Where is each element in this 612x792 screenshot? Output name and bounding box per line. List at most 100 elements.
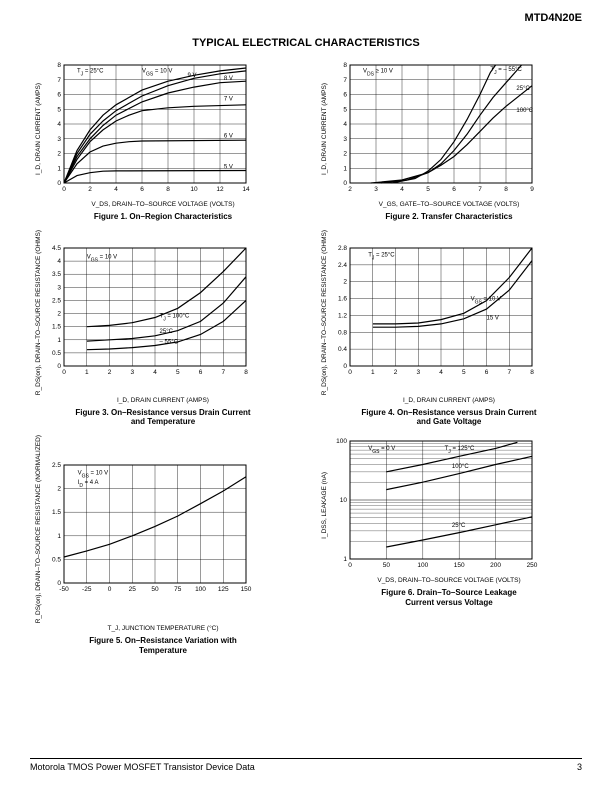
- svg-text:2: 2: [348, 186, 352, 193]
- svg-text:7: 7: [343, 77, 347, 84]
- svg-text:150: 150: [453, 562, 464, 569]
- svg-text:VGS = 10 V: VGS = 10 V: [86, 255, 116, 264]
- svg-text:0.8: 0.8: [337, 329, 346, 336]
- svg-text:3: 3: [57, 136, 61, 143]
- y-axis-label: I_D, DRAIN CURRENT (AMPS): [35, 83, 42, 175]
- chart-svg: 01234567800.511.522.533.544.5VGS = 10 VT…: [42, 242, 252, 382]
- svg-text:100: 100: [195, 586, 206, 593]
- svg-text:VDS ≥ 10 V: VDS ≥ 10 V: [363, 68, 393, 77]
- figure-caption: Figure 1. On–Region Characteristics: [94, 212, 232, 222]
- svg-text:4: 4: [57, 258, 61, 265]
- svg-text:0: 0: [348, 369, 352, 376]
- svg-text:25°C: 25°C: [516, 86, 530, 92]
- svg-text:15 V: 15 V: [486, 316, 498, 322]
- svg-text:75: 75: [174, 586, 182, 593]
- svg-text:3: 3: [374, 186, 378, 193]
- svg-text:0: 0: [107, 586, 111, 593]
- fig4-cell: R_DS(on), DRAIN–TO–SOURCE RESISTANCE (OH…: [316, 230, 582, 427]
- svg-text:2: 2: [57, 486, 61, 493]
- svg-text:4: 4: [57, 121, 61, 128]
- y-axis-label: I_DSS, LEAKAGE (nA): [321, 472, 328, 539]
- svg-text:10: 10: [190, 186, 198, 193]
- y-axis-label: I_D, DRAIN CURRENT (AMPS): [321, 83, 328, 175]
- fig3-cell: R_DS(on), DRAIN–TO–SOURCE RESISTANCE (OH…: [30, 230, 296, 427]
- svg-text:1: 1: [84, 369, 88, 376]
- x-axis-label: V_GS, GATE–TO–SOURCE VOLTAGE (VOLTS): [379, 201, 520, 208]
- svg-text:8: 8: [166, 186, 170, 193]
- figure-caption: Figure 4. On–Resistance versus Drain Cur…: [361, 408, 536, 427]
- svg-text:VGS = 0 V: VGS = 0 V: [368, 446, 395, 455]
- svg-text:0: 0: [343, 180, 347, 187]
- svg-text:0: 0: [343, 363, 347, 370]
- svg-text:4: 4: [114, 186, 118, 193]
- svg-text:5: 5: [426, 186, 430, 193]
- page-title: TYPICAL ELECTRICAL CHARACTERISTICS: [30, 37, 582, 49]
- fig1-cell: I_D, DRAIN CURRENT (AMPS)024681012140123…: [30, 59, 296, 222]
- svg-text:1.6: 1.6: [337, 296, 346, 303]
- svg-text:VGS = 10 V: VGS = 10 V: [77, 471, 107, 480]
- footer: Motorola TMOS Power MOSFET Transistor De…: [30, 758, 582, 772]
- svg-text:1: 1: [370, 369, 374, 376]
- chart-svg: 23456789012345678VDS ≥ 10 VTJ = – 55°C25…: [328, 59, 538, 199]
- svg-text:1: 1: [57, 165, 61, 172]
- svg-text:5: 5: [343, 106, 347, 113]
- chart-frame: 01234567800.40.81.21.622.42.8TJ = 25°CVG…: [328, 242, 578, 382]
- svg-text:4: 4: [400, 186, 404, 193]
- y-axis-label: R_DS(on), DRAIN–TO–SOURCE RESISTANCE (OH…: [35, 230, 42, 395]
- svg-text:2.8: 2.8: [337, 245, 346, 252]
- svg-text:3.5: 3.5: [51, 271, 60, 278]
- svg-text:9 V: 9 V: [187, 73, 196, 79]
- svg-text:2: 2: [343, 151, 347, 158]
- svg-text:0: 0: [57, 580, 61, 587]
- svg-text:5 V: 5 V: [223, 164, 232, 170]
- svg-text:0: 0: [57, 180, 61, 187]
- svg-text:6 V: 6 V: [223, 133, 232, 139]
- figure-caption: Figure 3. On–Resistance versus Drain Cur…: [75, 408, 250, 427]
- svg-text:TJ = – 55°C: TJ = – 55°C: [490, 67, 522, 76]
- x-axis-label: I_D, DRAIN CURRENT (AMPS): [403, 397, 495, 404]
- svg-text:0: 0: [62, 369, 66, 376]
- svg-text:7 V: 7 V: [223, 96, 232, 102]
- svg-text:3: 3: [130, 369, 134, 376]
- svg-text:– 55°C: – 55°C: [159, 340, 178, 346]
- svg-text:1: 1: [57, 533, 61, 540]
- svg-text:0.5: 0.5: [51, 350, 60, 357]
- svg-text:2: 2: [107, 369, 111, 376]
- part-number: MTD4N20E: [525, 12, 582, 24]
- svg-text:1: 1: [343, 556, 347, 563]
- svg-text:25°C: 25°C: [159, 329, 173, 335]
- svg-text:2: 2: [57, 151, 61, 158]
- svg-text:25: 25: [128, 586, 136, 593]
- svg-text:25°C: 25°C: [451, 523, 465, 529]
- svg-text:ID = 4 A: ID = 4 A: [77, 480, 98, 489]
- svg-text:2: 2: [57, 311, 61, 318]
- svg-text:1: 1: [57, 337, 61, 344]
- x-axis-label: V_DS, DRAIN–TO–SOURCE VOLTAGE (VOLTS): [91, 201, 234, 208]
- svg-text:8: 8: [343, 62, 347, 69]
- chart-svg: 01234567800.40.81.21.622.42.8TJ = 25°CVG…: [328, 242, 538, 382]
- svg-text:2.4: 2.4: [337, 262, 346, 269]
- svg-text:4: 4: [153, 369, 157, 376]
- svg-text:TJ = 25°C: TJ = 25°C: [368, 253, 395, 262]
- svg-text:7: 7: [507, 369, 511, 376]
- svg-text:6: 6: [57, 92, 61, 99]
- svg-text:8: 8: [57, 62, 61, 69]
- svg-text:6: 6: [198, 369, 202, 376]
- svg-text:0.4: 0.4: [337, 346, 346, 353]
- figure-caption: Figure 5. On–Resistance Variation withTe…: [89, 636, 237, 655]
- chart-svg: 02468101214012345678TJ = 25°CVGS = 10 V9…: [42, 59, 252, 199]
- svg-text:2.5: 2.5: [51, 462, 60, 469]
- svg-text:10: 10: [339, 497, 347, 504]
- svg-text:100: 100: [417, 562, 428, 569]
- chart-svg: 050100150200250110100VGS = 0 VTJ = 125°C…: [328, 435, 538, 575]
- svg-text:8: 8: [504, 186, 508, 193]
- svg-text:1.5: 1.5: [51, 324, 60, 331]
- chart-frame: -50-25025507510012515000.511.522.5VGS = …: [42, 459, 292, 599]
- svg-text:0.5: 0.5: [51, 557, 60, 564]
- svg-text:8 V: 8 V: [223, 76, 232, 82]
- footer-text: Motorola TMOS Power MOSFET Transistor De…: [30, 762, 255, 772]
- svg-text:1: 1: [343, 165, 347, 172]
- x-axis-label: I_D, DRAIN CURRENT (AMPS): [117, 397, 209, 404]
- svg-text:-25: -25: [82, 586, 92, 593]
- svg-text:0: 0: [62, 186, 66, 193]
